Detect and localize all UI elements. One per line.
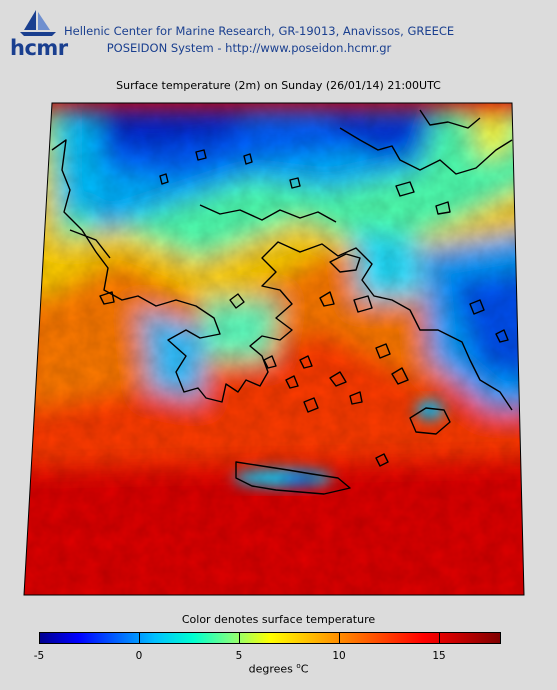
colorbar-tick-label: 5	[235, 650, 243, 662]
units-prefix: degrees	[248, 662, 297, 676]
coastlines	[51, 109, 513, 495]
sailboat-icon	[20, 10, 56, 36]
map-title: Surface temperature (2m) on Sunday (26/0…	[116, 79, 441, 92]
temperature-field	[24, 103, 524, 595]
logo-text: hcmr	[10, 36, 68, 60]
colorbar-tick-mark	[239, 632, 240, 643]
colorbar	[39, 632, 501, 644]
organization-address: Hellenic Center for Marine Research, GR-…	[64, 24, 455, 38]
header: hcmr Hellenic Center for Marine Research…	[0, 0, 557, 70]
units-suffix: C	[300, 662, 309, 676]
hcmr-logo: hcmr	[10, 10, 68, 64]
colorbar-tick-mark	[139, 632, 140, 643]
system-url: POSEIDON System - http://www.poseidon.hc…	[106, 41, 392, 55]
colorbar-tick-label: 10	[332, 650, 346, 662]
map-frame	[23, 102, 525, 596]
colorbar-tick-mark	[339, 632, 340, 643]
legend-title: Color denotes surface temperature	[181, 613, 376, 626]
colorbar-tick-label: 15	[432, 650, 446, 662]
degree-symbol: o	[296, 662, 301, 670]
colorbar-tick-mark	[439, 632, 440, 643]
units-label: degrees oC	[0, 662, 557, 676]
colorbar-tick-label: -5	[33, 650, 45, 662]
colorbar-tick-label: 0	[135, 650, 143, 662]
colorbar-tick-mark	[39, 632, 40, 643]
